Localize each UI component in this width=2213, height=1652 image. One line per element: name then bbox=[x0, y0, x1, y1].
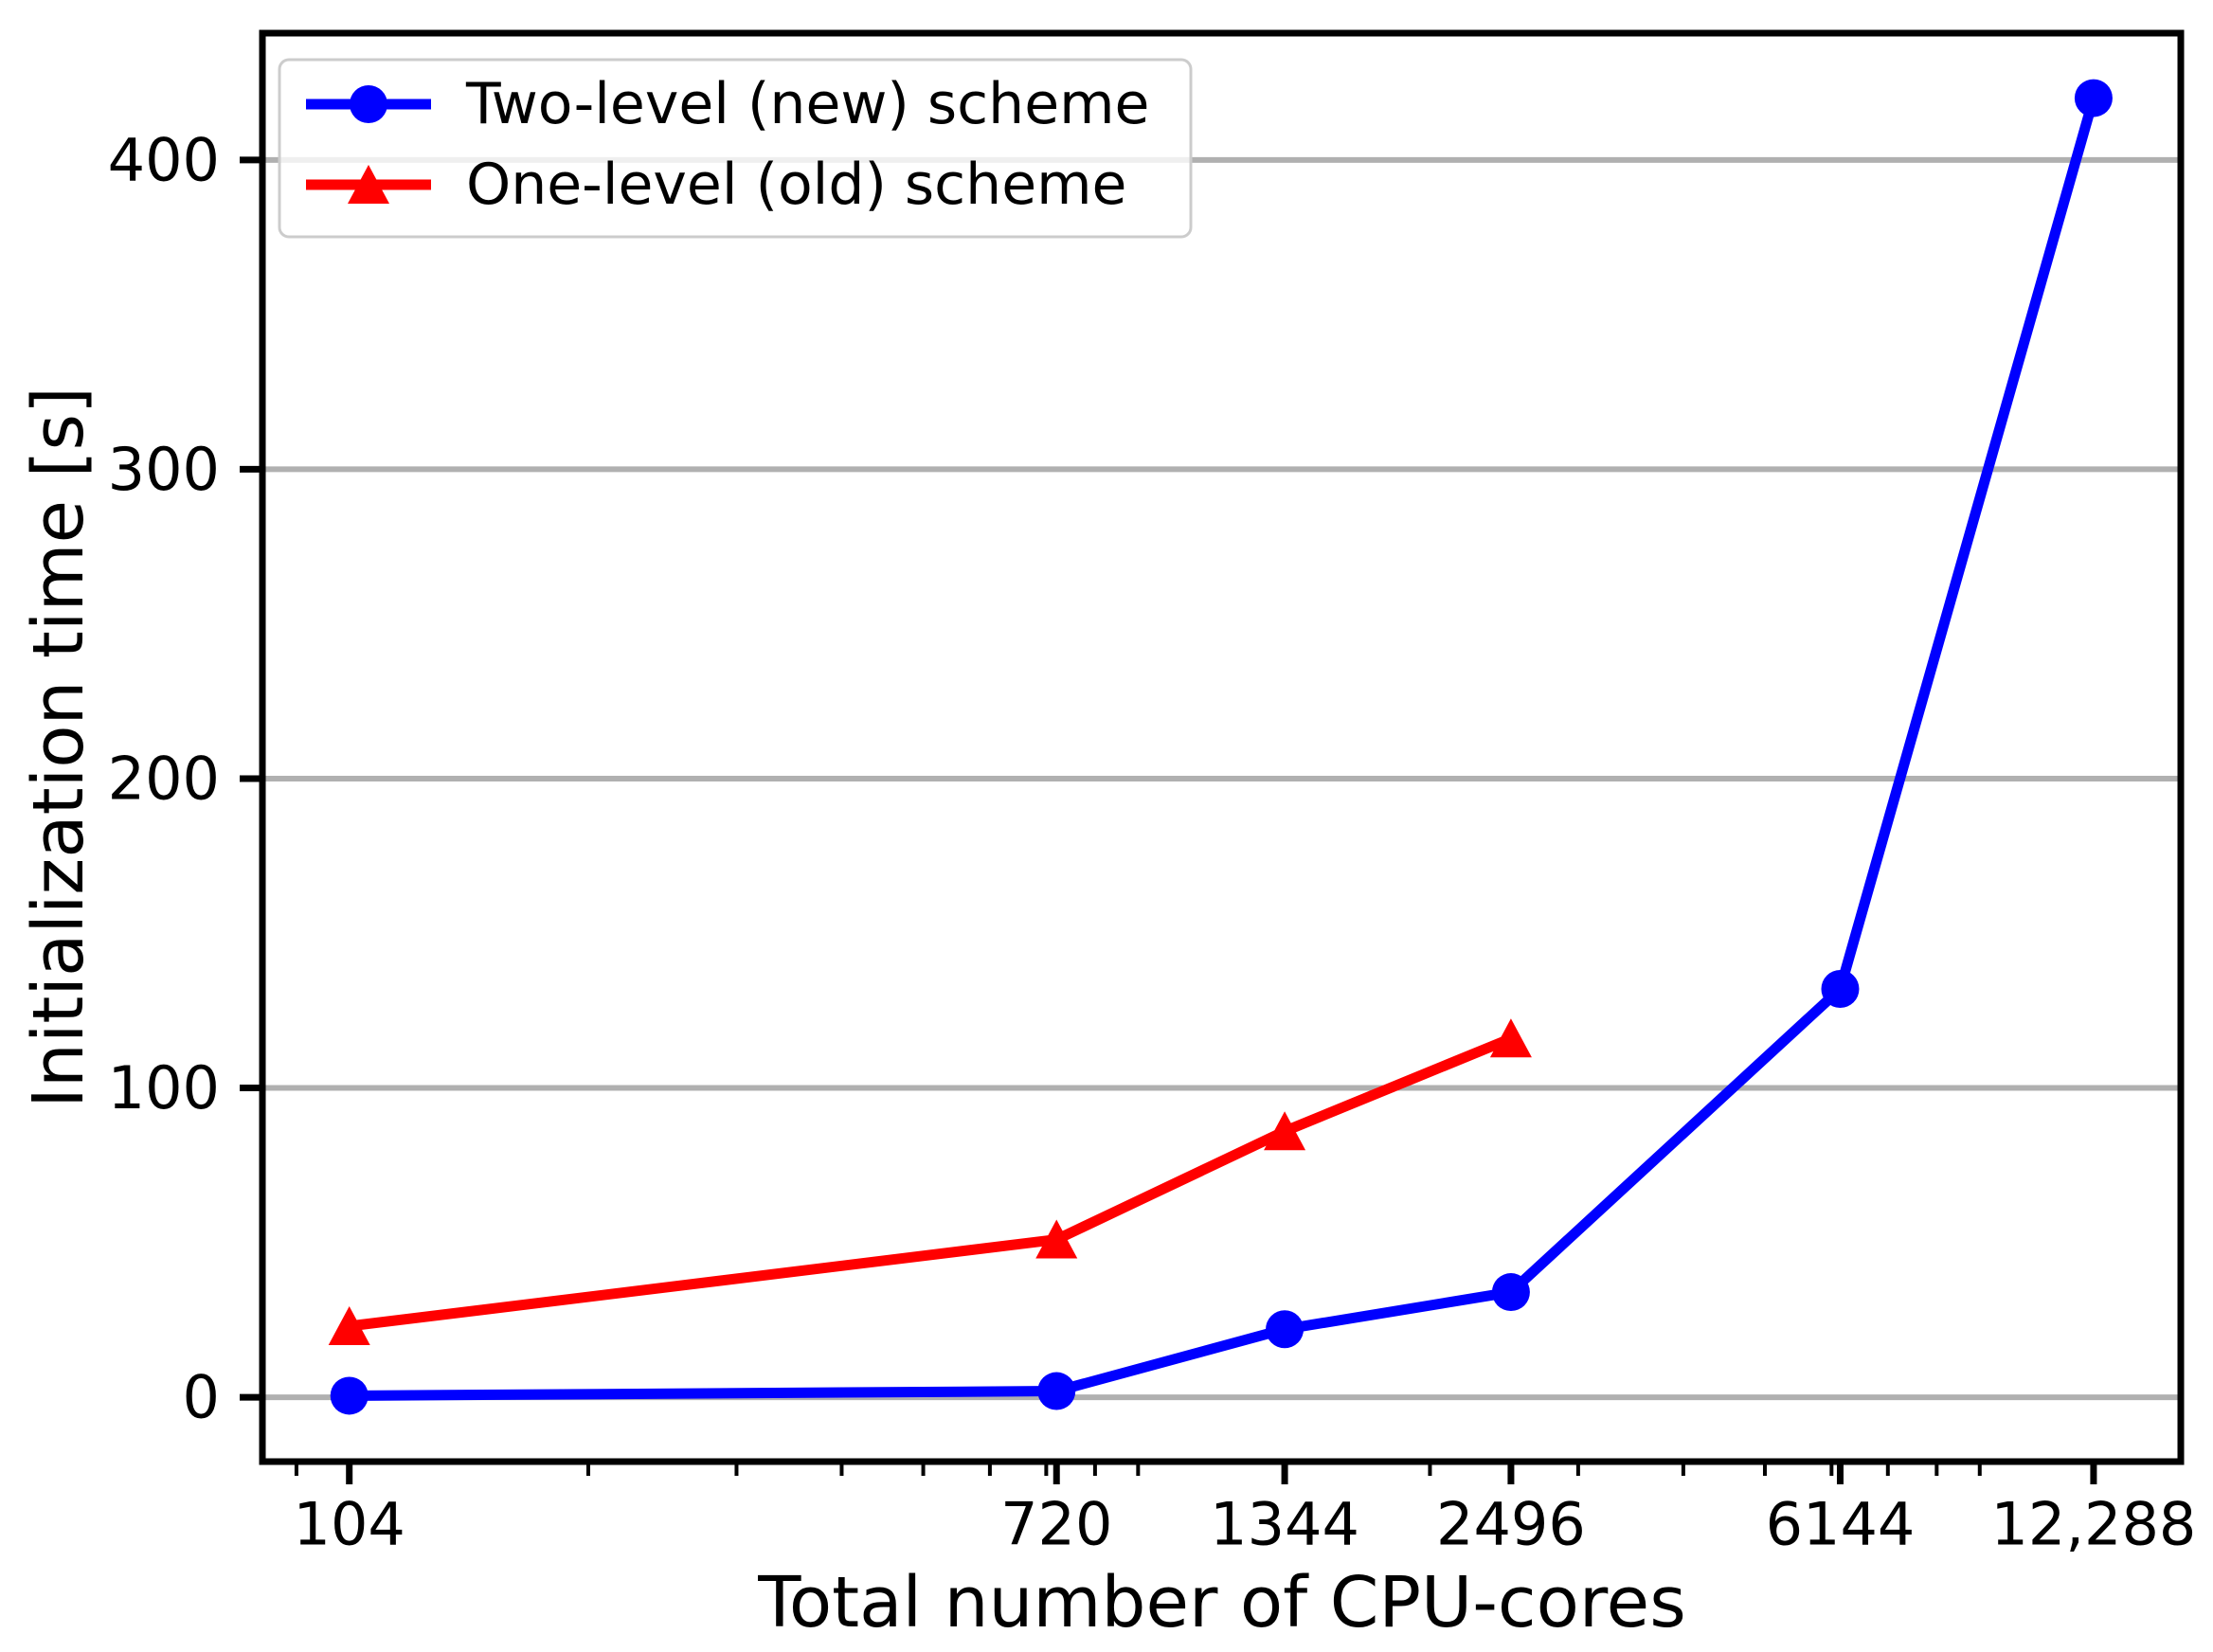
data-point-marker bbox=[330, 1376, 369, 1415]
legend-box bbox=[278, 58, 1193, 239]
legend-triangle-marker-icon bbox=[348, 165, 389, 204]
legend: Two-level (new) scheme One-level (old) s… bbox=[278, 58, 1193, 239]
x-tick-label: 1344 bbox=[1210, 1490, 1359, 1559]
data-point-marker bbox=[1035, 1219, 1078, 1259]
data-point-marker bbox=[2074, 79, 2113, 117]
y-tick-label: 100 bbox=[108, 1053, 220, 1122]
x-axis-label: Total number of CPU-cores bbox=[757, 1562, 1686, 1643]
data-point-marker bbox=[1491, 1273, 1530, 1312]
y-tick-label: 200 bbox=[108, 744, 220, 813]
legend-entry-label: Two-level (new) scheme bbox=[465, 71, 1149, 137]
data-point-marker bbox=[1489, 1018, 1532, 1058]
data-point-marker bbox=[328, 1305, 370, 1345]
legend-entry-label: One-level (old) scheme bbox=[466, 152, 1126, 218]
series-line-one-level bbox=[344, 1032, 1517, 1332]
data-point-marker bbox=[1266, 1310, 1304, 1349]
gridlines bbox=[262, 156, 2181, 1401]
x-tick-label: 104 bbox=[294, 1490, 405, 1559]
x-tick-label: 2496 bbox=[1436, 1490, 1586, 1559]
legend-circle-marker-icon bbox=[350, 85, 387, 123]
axis-ticks bbox=[240, 156, 2097, 1484]
y-tick-label: 0 bbox=[183, 1363, 220, 1432]
plot-frame bbox=[259, 29, 2185, 1465]
y-tick-label: 300 bbox=[108, 435, 220, 504]
data-point-marker bbox=[1037, 1372, 1076, 1410]
data-series bbox=[328, 79, 2113, 1415]
axis-tick-labels: 0 100 200 300 400 104 720 1344 2496 6144 12,288 bbox=[108, 125, 2197, 1558]
data-point-marker bbox=[1821, 970, 1860, 1009]
x-tick-label: 720 bbox=[1000, 1490, 1112, 1559]
data-point-marker bbox=[1264, 1111, 1306, 1151]
y-tick-label: 400 bbox=[108, 125, 220, 194]
y-axis-label: Initialization time [s] bbox=[18, 386, 99, 1108]
series-line-two-level bbox=[344, 93, 2099, 1401]
x-tick-label: 6144 bbox=[1766, 1490, 1916, 1559]
x-tick-label: 12,288 bbox=[1990, 1490, 2196, 1559]
